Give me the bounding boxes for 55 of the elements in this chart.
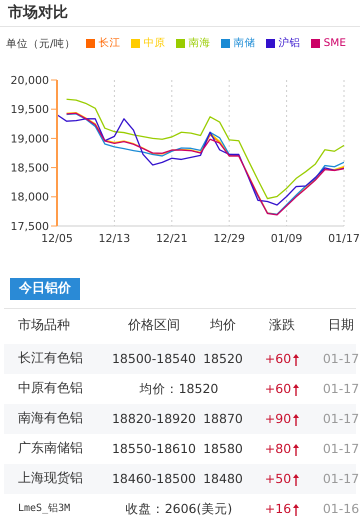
text: +50 [264,471,292,486]
text: 今日铝价 [10,278,80,300]
y-tick-label: 20,000 [10,74,49,87]
legend-label: 长江 [98,37,121,49]
text: +60 [264,381,292,396]
line-series [66,98,344,200]
x-tick-label: 12/21 [156,232,188,245]
x-tick-label: 12/05 [41,232,73,245]
category-label: 中原有色铝 [18,381,83,396]
category-label: 日期 [328,318,354,333]
y-tick-label: 17,500 [10,220,49,233]
legend-label: 南海 [188,37,211,49]
text: +16 [264,501,292,516]
text: 18870 [203,411,243,426]
text: 01-16 [322,501,360,516]
text: 18460-18500 [112,471,196,486]
y-tick-label: 18,000 [10,190,49,204]
legend-label: 中原 [144,37,166,49]
category-label: 市场品种 [18,317,70,335]
y-tick-label: 19,000 [10,132,49,146]
text: 01-17 [322,411,360,426]
category-label: 均价 [210,318,236,333]
x-tick-label: 12/13 [98,232,130,245]
x-tick-label: 01/17 [328,232,360,245]
category-label: LmeS_铝3M [18,503,70,514]
category-label: 价格区间 [128,318,180,333]
x-tick-label: 12/29 [213,232,246,245]
text: +60 [264,351,292,366]
text: 均价：18520 [140,381,218,396]
legend-label: 南储 [234,37,256,49]
legend-label: 沪铝 [278,37,301,49]
text: 01-17 [322,351,360,366]
text: 18820-18920 [112,411,196,426]
category-label: 上海现货铝 [18,471,83,486]
legend-label: SME [324,37,346,49]
text: 01-17 [322,381,360,396]
text: 18480 [203,471,243,486]
text: 01-17 [322,471,360,486]
text: +90 [264,411,292,426]
category-label: 长江有色铝 [18,351,83,366]
category-label: 涨跌 [269,318,295,333]
category-label: 南海有色铝 [18,411,83,426]
text: 收盘：2606(美元) [126,501,232,516]
text: +80 [264,441,292,456]
text: 18580 [203,441,243,456]
category-label: 广东南储铝 [18,441,83,456]
y-axis-title: 单位（元/吨） [6,37,76,51]
text: 18550-18610 [112,441,196,456]
chart-title: 市场对比 [8,3,68,22]
y-tick-label: 18,500 [10,162,49,175]
x-tick-label: 01/09 [270,232,302,245]
text: 01-17 [322,441,360,456]
text: 18520 [203,351,243,366]
y-tick-label: 19,500 [10,103,49,116]
text: 18500-18540 [112,351,196,366]
